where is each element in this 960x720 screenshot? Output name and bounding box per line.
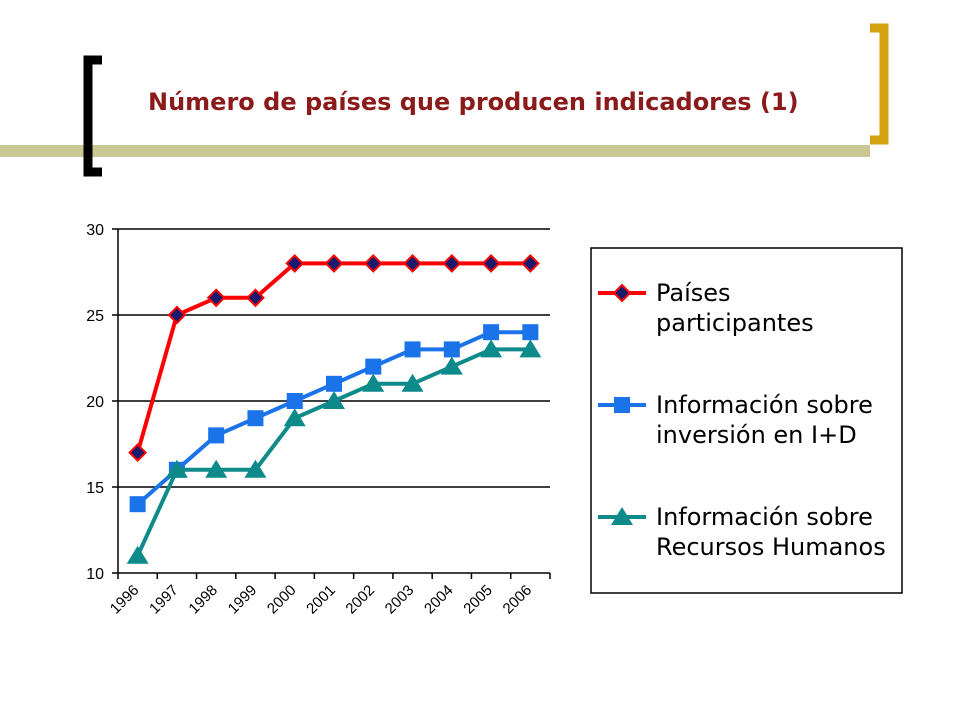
data-point-series-3 <box>401 373 424 392</box>
data-point-series-1 <box>481 253 501 273</box>
x-tick-label: 2004 <box>421 582 457 618</box>
data-point-series-2 <box>483 324 500 341</box>
data-point-series-2 <box>247 410 264 427</box>
data-point-series-2 <box>286 393 303 409</box>
legend-label: Información sobre <box>656 391 873 419</box>
slide-title: Número de países que producen indicadore… <box>148 88 799 116</box>
legend-label: participantes <box>656 309 814 337</box>
legend-marker-1 <box>612 283 632 303</box>
data-point-series-3 <box>165 459 188 478</box>
data-point-series-3 <box>519 339 542 358</box>
legend-label: Información sobre <box>656 503 873 531</box>
data-point-series-3 <box>362 373 385 392</box>
data-point-series-2 <box>129 496 146 513</box>
data-point-series-1 <box>246 288 265 308</box>
data-point-series-3 <box>205 459 228 478</box>
x-tick-label: 2002 <box>342 582 378 618</box>
x-tick-label: 1998 <box>185 582 221 618</box>
x-tick-label: 2006 <box>500 582 536 618</box>
data-point-series-1 <box>403 253 422 273</box>
x-tick-label: 2000 <box>264 582 300 618</box>
data-point-series-1 <box>520 253 540 273</box>
data-point-series-2 <box>208 427 225 444</box>
title-underline-band <box>0 145 870 157</box>
data-point-series-1 <box>363 253 383 273</box>
y-tick-label: 15 <box>86 480 104 497</box>
data-point-series-2 <box>404 341 421 358</box>
legend-marker-2 <box>614 397 630 413</box>
x-tick-label: 2003 <box>382 582 418 618</box>
data-point-series-1 <box>442 253 462 273</box>
right-bracket <box>870 23 889 145</box>
legend-label: inversión en I+D <box>656 421 857 449</box>
data-point-series-2 <box>522 324 539 341</box>
y-tick-label: 20 <box>86 394 104 411</box>
x-tick-label: 1997 <box>146 582 182 618</box>
x-tick-label: 1996 <box>107 582 143 618</box>
data-point-series-2 <box>326 375 342 392</box>
legend-label: Recursos Humanos <box>656 533 886 561</box>
slide-decoration <box>0 23 889 177</box>
x-tick-label: 2001 <box>303 582 339 618</box>
data-point-series-1 <box>285 253 305 273</box>
data-point-series-3 <box>126 545 149 564</box>
data-point-series-1 <box>324 253 344 273</box>
data-point-series-2 <box>365 358 382 375</box>
data-point-series-3 <box>440 356 463 375</box>
legend-label: Países <box>656 279 731 307</box>
data-point-series-3 <box>244 459 267 478</box>
data-point-series-3 <box>480 339 503 358</box>
data-point-series-3 <box>323 391 345 409</box>
data-point-series-1 <box>128 443 148 463</box>
data-point-series-2 <box>443 341 460 358</box>
data-point-series-1 <box>167 305 187 325</box>
x-tick-label: 1999 <box>225 582 261 618</box>
data-point-series-3 <box>283 408 306 427</box>
x-tick-label: 2005 <box>460 582 496 618</box>
data-point-series-1 <box>206 288 226 308</box>
legend-marker-3 <box>611 507 633 525</box>
left-bracket <box>83 55 102 177</box>
legend-box <box>590 247 903 594</box>
y-tick-label: 30 <box>86 222 104 239</box>
y-tick-label: 25 <box>86 308 104 325</box>
y-tick-label: 10 <box>86 566 104 583</box>
